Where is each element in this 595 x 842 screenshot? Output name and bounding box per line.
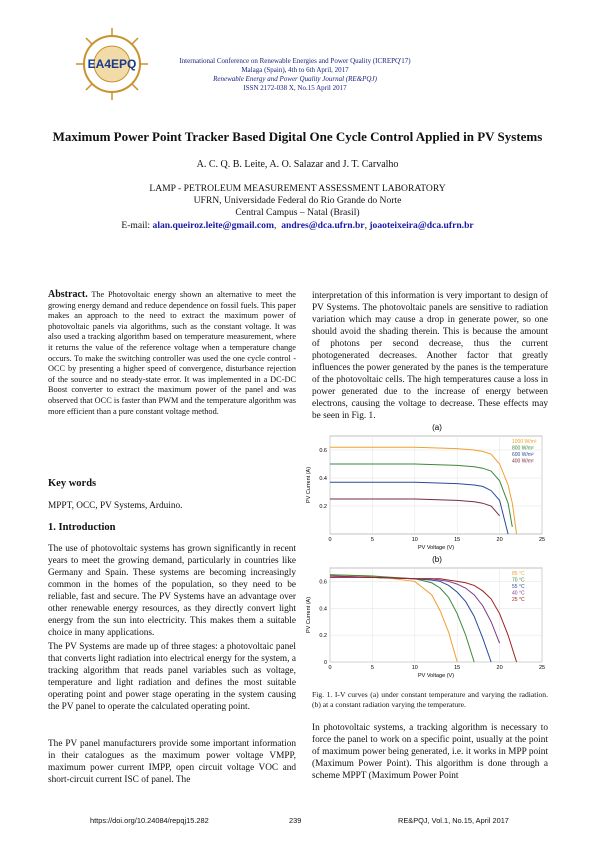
legend-entry: 600 W/m²: [512, 452, 534, 458]
iv-curve: [330, 498, 500, 517]
abstract: Abstract. The Photovoltaic energy shown …: [48, 289, 296, 417]
authors: A. C. Q. B. Leite, A. O. Salazar and J. …: [196, 159, 399, 170]
x-tick-label: 15: [454, 665, 460, 671]
figure-caption: Fig. 1. I-V curves (a) under constant te…: [312, 690, 548, 709]
header-line: ISSN 2172-038 X, No.15 April 2017: [243, 84, 347, 92]
email-link[interactable]: andres@dca.ufrn.br: [281, 219, 365, 231]
abstract-label: Abstract.: [48, 289, 88, 300]
x-tick-label: 20: [497, 665, 503, 671]
legend-entry: 40 °C: [512, 591, 525, 597]
y-tick-label: 0: [324, 660, 327, 666]
legend-entry: 1000 W/m²: [512, 439, 537, 445]
header-line: International Conference on Renewable En…: [179, 57, 411, 65]
section-heading: Key words: [48, 478, 97, 489]
footer-journal: RE&PQJ, Vol.1, No.15, April 2017: [398, 816, 509, 825]
x-tick-label: 0: [328, 537, 331, 543]
y-tick-label: 0.4: [319, 606, 327, 612]
paper-title: Maximum Power Point Tracker Based Digita…: [52, 129, 543, 144]
x-tick-label: 5: [371, 537, 374, 543]
affiliation: LAMP - PETROLEUM MEASUREMENT ASSESSMENT …: [50, 183, 545, 232]
legend-entry: 85 °C: [512, 571, 525, 577]
iv-curve: [330, 446, 518, 535]
iv-curve: [329, 574, 475, 663]
email-link[interactable]: alan.queiroz.leite@gmail.com: [152, 219, 274, 231]
legend-entry: 70 °C: [512, 578, 525, 584]
chart: (a) 0 5 10 15 20 25 0.2 0.4 0.6 PV Voltage (V) PV C…: [306, 423, 545, 551]
header-line: Renewable Energy and Power Quality Journ…: [213, 75, 377, 83]
footer-doi: https://doi.org/10.24084/repqj15.282: [90, 816, 209, 825]
affiliation-line: UFRN, Universidade Federal do Rio Grande…: [193, 195, 402, 207]
legend-entry: 400 W/m²: [512, 459, 534, 465]
x-tick-label: 10: [412, 537, 418, 543]
iv-curve: [330, 463, 513, 528]
abstract-text: The Photovoltaic energy shown an alterna…: [48, 290, 296, 416]
paragraph: The use of photovoltaic systems has grow…: [48, 544, 296, 638]
y-tick-label: 0.2: [319, 504, 327, 510]
x-axis-label: PV Voltage (V): [418, 545, 454, 551]
plot-area: [329, 435, 543, 535]
x-tick-label: 15: [454, 537, 460, 543]
affiliation-line: Central Campus – Natal (Brasil): [235, 207, 360, 219]
paragraph: In photovoltaic systems, a tracking algo…: [312, 723, 548, 781]
panel-label: (a): [432, 423, 442, 432]
panel-label: (b): [432, 555, 442, 564]
email-link[interactable]: joaoteixeira@dca.ufrn.br: [369, 219, 474, 231]
paragraph: interpretation of this information is ve…: [312, 291, 548, 421]
keywords-text: MPPT, OCC, PV Systems, Arduino.: [48, 501, 183, 511]
iv-curve: [330, 576, 518, 663]
y-axis-label: PV Current (A): [306, 597, 312, 633]
conference-logo: EA4EPQ: [76, 28, 148, 100]
x-axis-label: PV Voltage (V): [418, 673, 454, 679]
y-tick-label: 0.2: [319, 633, 327, 639]
y-tick-label: 0.4: [319, 476, 327, 482]
x-tick-label: 20: [497, 537, 503, 543]
x-tick-label: 0: [328, 665, 331, 671]
affiliation-line: LAMP - PETROLEUM MEASUREMENT ASSESSMENT …: [149, 183, 446, 194]
legend-entry: 25 °C: [512, 597, 525, 603]
y-tick-label: 0.6: [319, 448, 327, 454]
email-label: E-mail:: [121, 219, 151, 231]
email-line: E-mail: alan.queiroz.leite@gmail.com, an…: [121, 219, 474, 231]
x-tick-label: 5: [371, 665, 374, 671]
iv-curve: [330, 481, 509, 535]
conference-header: International Conference on Renewable En…: [150, 57, 440, 93]
page-number: 239: [289, 816, 302, 825]
x-tick-label: 10: [412, 665, 418, 671]
paragraph: The PV panel manufacturers provide some …: [48, 739, 296, 785]
logo-text: EA4EPQ: [88, 57, 137, 71]
x-tick-label: 25: [539, 665, 545, 671]
chart: (b) 0 5 10 15 20 25 0 0.2 0.4 0.6 PV Voltage (V) PV …: [306, 555, 545, 679]
section-heading: 1. Introduction: [48, 522, 116, 533]
y-axis-label: PV Current (A): [306, 467, 312, 503]
x-tick-label: 25: [539, 537, 545, 543]
y-tick-label: 0.6: [319, 579, 327, 585]
paragraph: The PV Systems are made up of three stag…: [48, 642, 296, 712]
legend-entry: 55 °C: [512, 584, 525, 590]
legend-entry: 800 W/m²: [512, 446, 534, 452]
plot-area: [329, 567, 543, 663]
header-line: Malaga (Spain), 4th to 6th April, 2017: [241, 66, 349, 74]
